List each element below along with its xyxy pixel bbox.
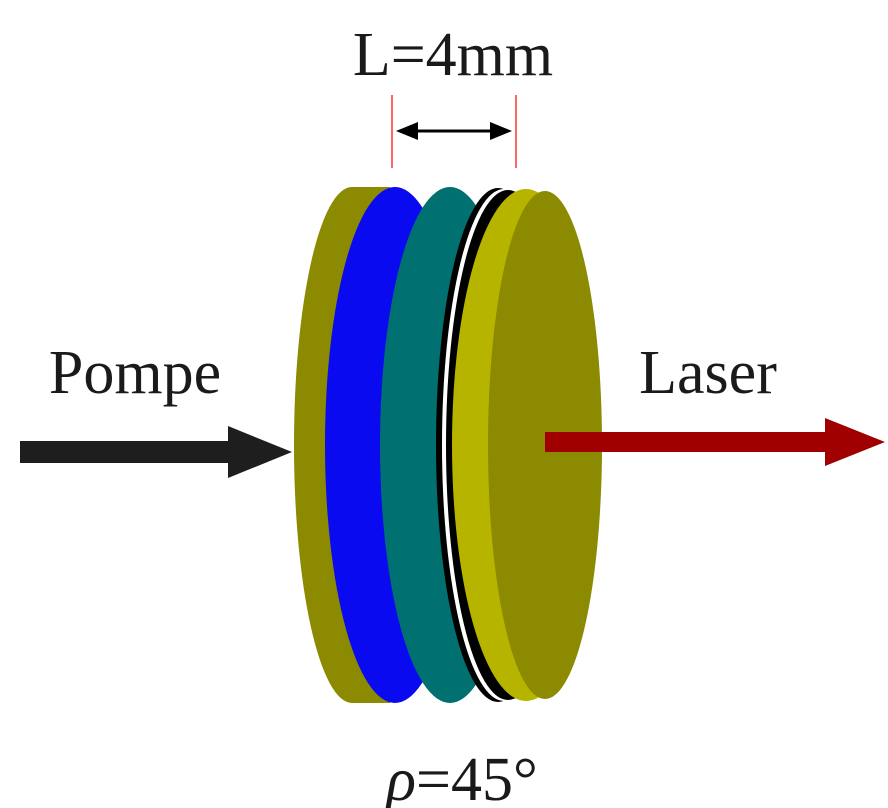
arrow-right-icon	[20, 426, 292, 478]
arrow-right-icon	[545, 418, 885, 466]
pump-label: Pompe	[49, 339, 221, 407]
rho-label: ρ=45°	[384, 746, 538, 808]
laser-label: Laser	[639, 339, 777, 407]
length-label: L=4mm	[353, 21, 553, 89]
crystal-stack	[294, 187, 602, 703]
double-arrow-icon	[396, 122, 512, 140]
rho-value: =45°	[416, 746, 538, 808]
rho-symbol: ρ	[384, 746, 416, 808]
dimension-marker	[391, 95, 517, 168]
